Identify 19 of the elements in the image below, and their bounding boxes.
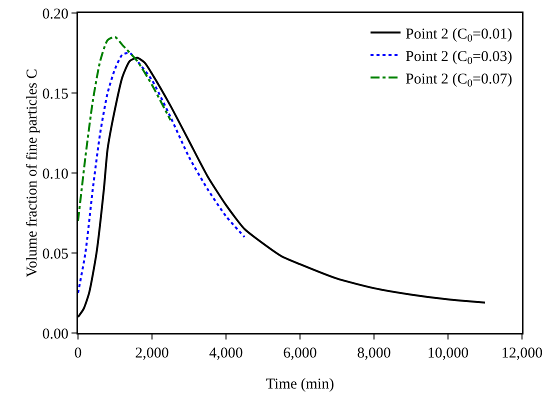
x-axis-title: Time (min) <box>266 376 334 392</box>
x-tick-label: 2,000 <box>135 346 169 362</box>
x-tick-label: 10,000 <box>427 346 469 362</box>
x-tick-label: 6,000 <box>283 346 317 362</box>
y-tick-label: 0.00 <box>42 326 68 342</box>
legend-label: Point 2 (C$_{0}$=0.07) <box>406 71 512 90</box>
x-tick-label: 0 <box>74 346 82 362</box>
y-tick-label: 0.15 <box>42 86 68 102</box>
x-tick-label: 4,000 <box>209 346 243 362</box>
y-tick-label: 0.05 <box>42 246 68 262</box>
y-tick-label: 0.10 <box>42 166 68 182</box>
legend-label: Point 2 (C$_{0}$=0.01) <box>406 26 512 44</box>
y-tick-label: 0.20 <box>42 6 68 22</box>
x-tick-label: 8,000 <box>357 346 391 362</box>
line-series <box>78 52 246 294</box>
y-axis-title: Volume fraction of fine particles C <box>24 68 40 278</box>
line-series <box>78 36 172 222</box>
legend-label: Point 2 (C$_{0}$=0.03) <box>406 48 512 67</box>
x-tick-label: 12,000 <box>501 346 543 362</box>
